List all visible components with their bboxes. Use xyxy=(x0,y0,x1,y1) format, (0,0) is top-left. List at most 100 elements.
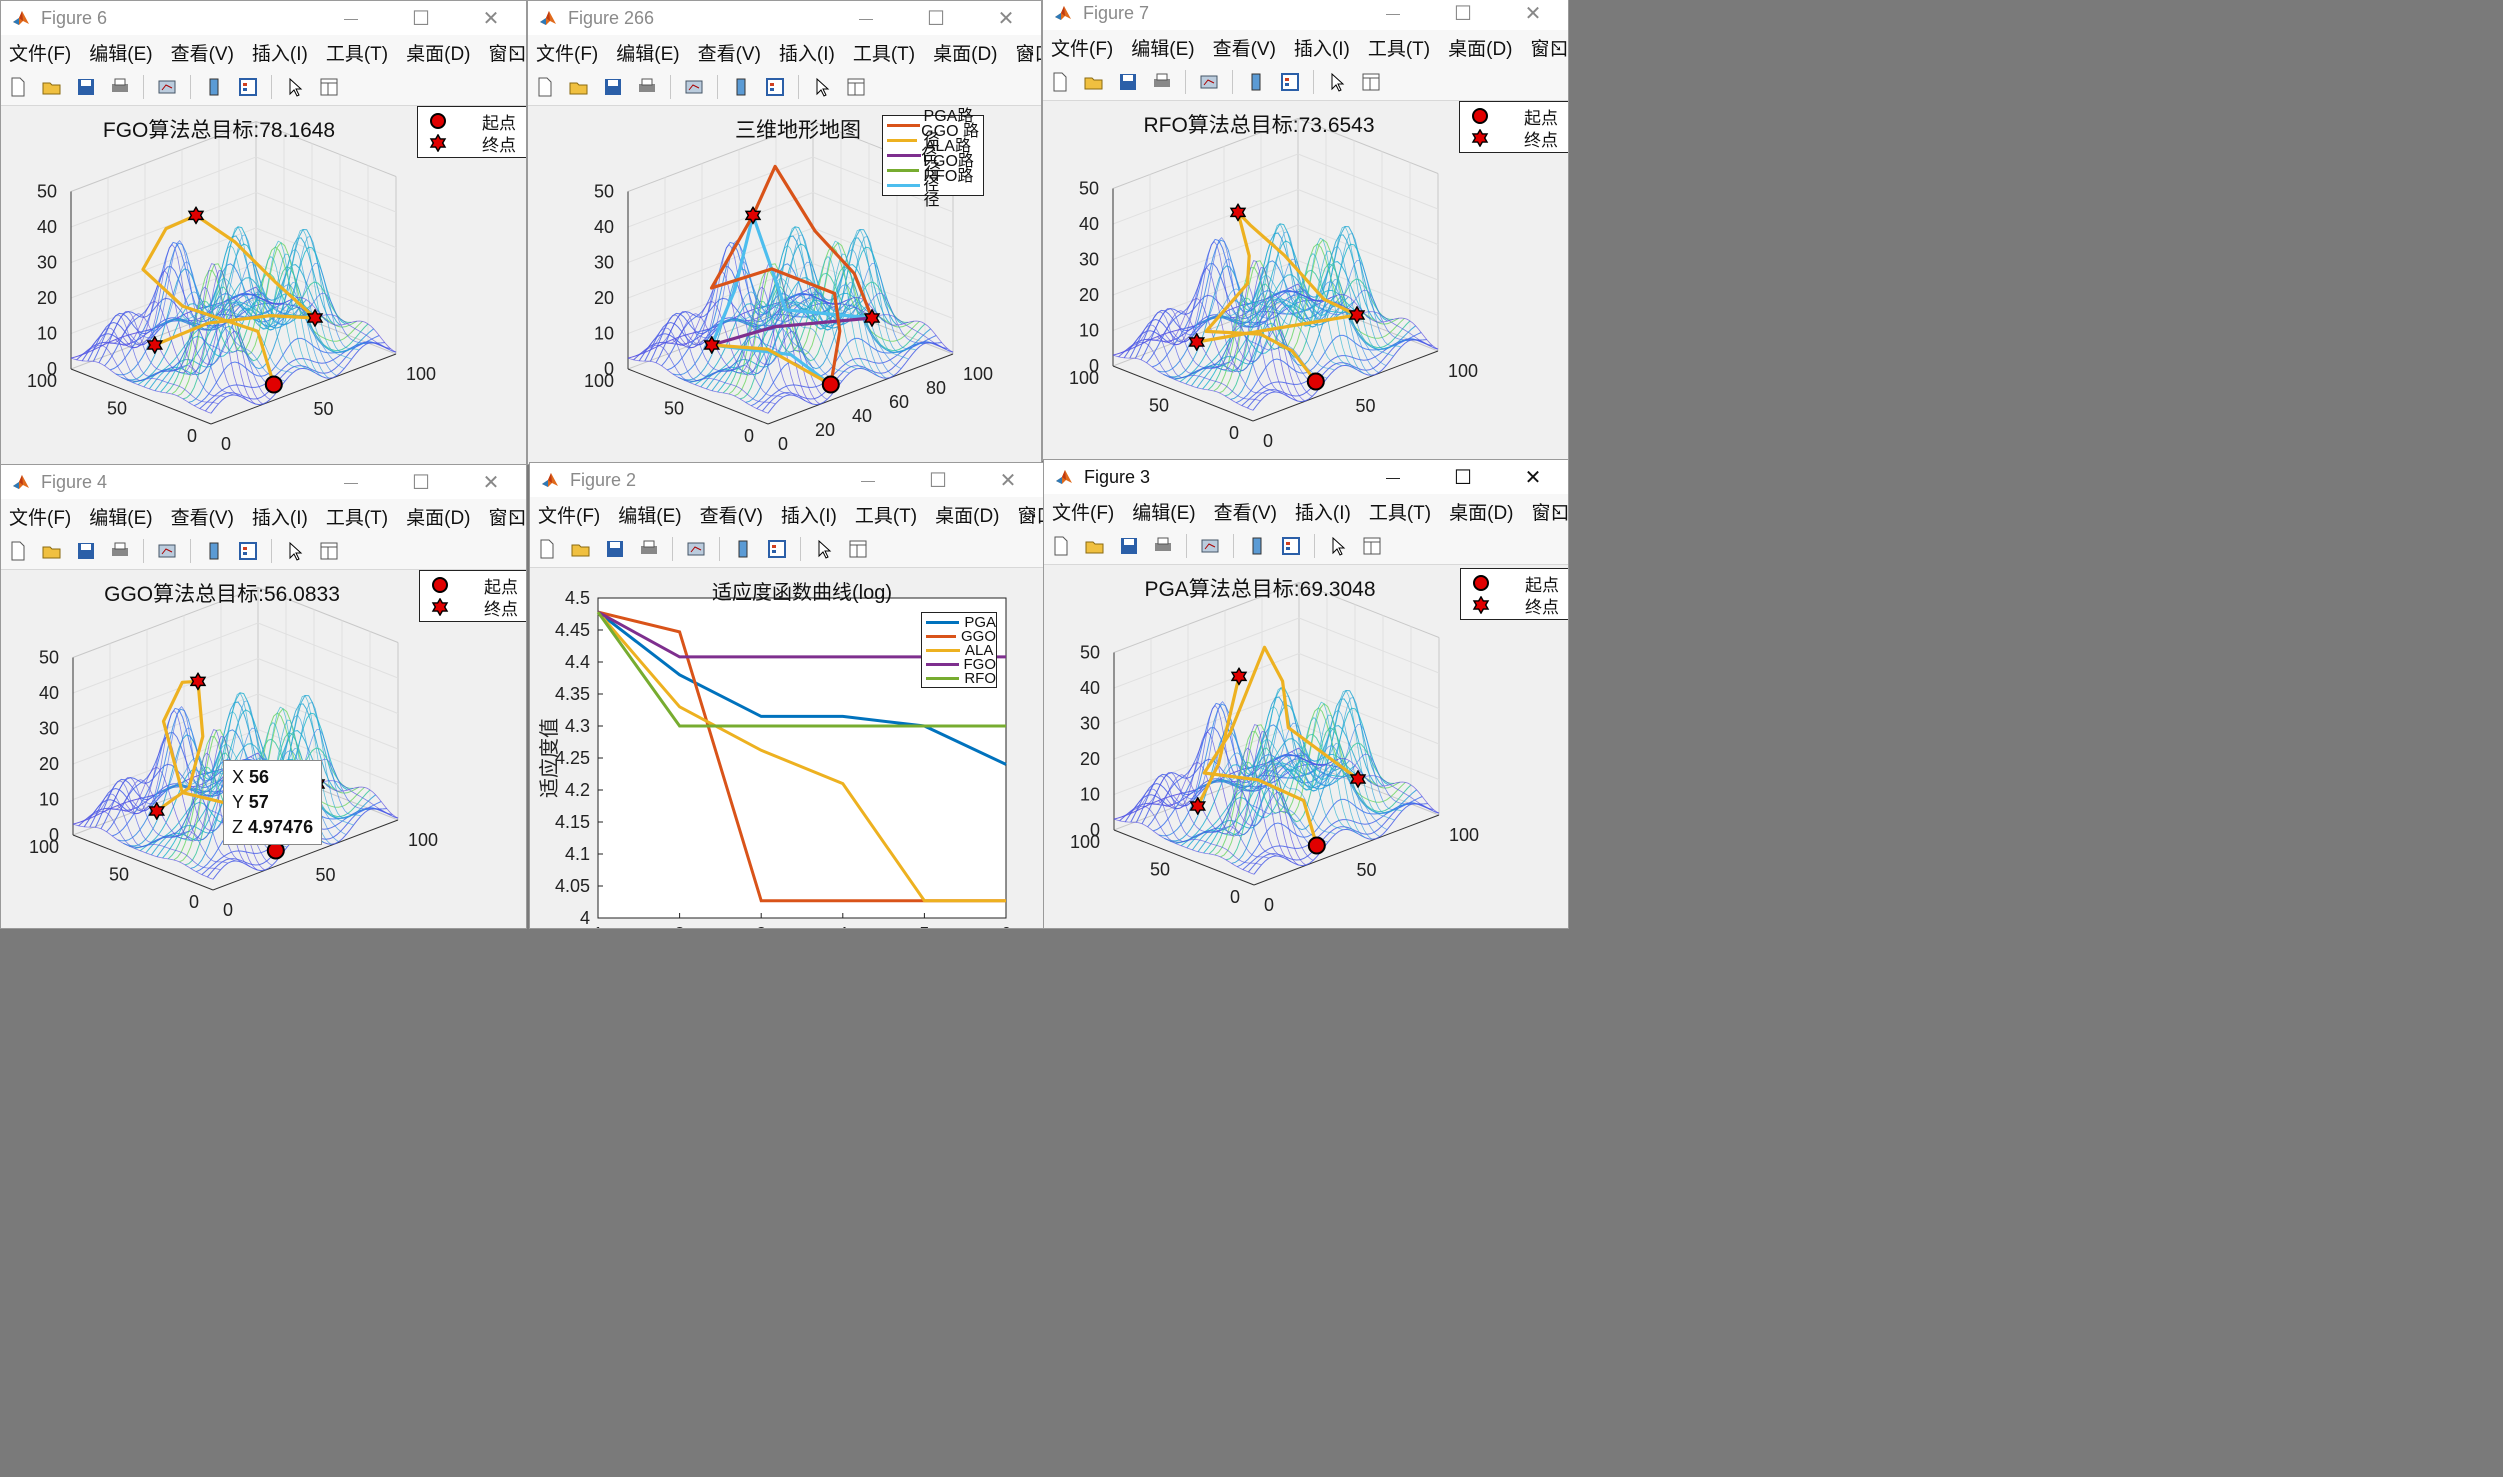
property-editor-icon[interactable] xyxy=(1361,535,1383,557)
open-file-icon[interactable] xyxy=(570,538,592,560)
save-icon[interactable] xyxy=(604,538,626,560)
new-file-icon[interactable] xyxy=(534,76,556,98)
print-icon[interactable] xyxy=(1152,535,1174,557)
terrain-axes[interactable]: 0 10 20 30 40 50 100 50 0 0 50 100 xyxy=(1,570,526,929)
menu-item[interactable]: 窗口(W) xyxy=(1015,43,1041,65)
menu-item[interactable]: 文件(F) xyxy=(536,43,599,65)
menu-item[interactable]: 桌面(D) xyxy=(1448,38,1513,60)
terrain-axes[interactable]: 0 10 20 30 40 50 100 50 0 0 50 100 xyxy=(1044,565,1568,929)
menu-item[interactable]: 插入(I) xyxy=(1293,38,1350,60)
menu-item[interactable]: 窗口(W) xyxy=(488,507,527,529)
colorbar-icon[interactable] xyxy=(203,76,225,98)
maximize-button[interactable]: ☐ xyxy=(412,7,430,30)
new-file-icon[interactable] xyxy=(7,76,29,98)
figure-7-window[interactable]: Figure 7 — ☐ ✕ 文件(F) 编辑(E) 查看(V) 插入(I) 工具(T) 桌面(D… xyxy=(1042,0,1569,461)
print-icon[interactable] xyxy=(109,540,131,562)
print-icon[interactable] xyxy=(638,538,660,560)
menu-item[interactable]: 窗口(W) xyxy=(1530,38,1569,60)
property-editor-icon[interactable] xyxy=(318,540,340,562)
maximize-button[interactable]: ☐ xyxy=(1454,466,1472,489)
maximize-button[interactable]: ☐ xyxy=(929,469,947,492)
menu-item[interactable]: 编辑(E) xyxy=(89,507,153,529)
title-bar[interactable]: Figure 266 — ☐ ✕ xyxy=(528,1,1041,35)
figure-3-window[interactable]: Figure 3 — ☐ ✕ 文件(F) 编辑(E) 查看(V) 插入(I) 工具(T) 桌面(D… xyxy=(1043,459,1569,929)
menu-item[interactable]: 工具(T) xyxy=(1368,502,1432,524)
close-button[interactable]: ✕ xyxy=(997,7,1015,30)
plot-area[interactable]: RFO算法总目标:73.6543 0 10 20 30 40 50 100 50 0 0 50 100 起… xyxy=(1043,101,1568,461)
menu-item[interactable]: 插入(I) xyxy=(1294,502,1351,524)
minimize-button[interactable]: — xyxy=(1386,5,1400,21)
menu-item[interactable]: 编辑(E) xyxy=(1131,38,1195,60)
minimize-button[interactable]: — xyxy=(861,472,875,488)
open-file-icon[interactable] xyxy=(1083,71,1105,93)
maximize-button[interactable]: ☐ xyxy=(927,7,945,30)
property-editor-icon[interactable] xyxy=(318,76,340,98)
plot-area[interactable]: FGO算法总目标:78.1648 0 10 20 30 40 50 100 50 0 0 50 100 起… xyxy=(1,106,526,464)
maximize-button[interactable]: ☐ xyxy=(412,471,430,494)
plot-area[interactable]: GGO算法总目标:56.0833 0 10 20 30 40 50 100 50 0 0 50 100 起… xyxy=(1,570,526,929)
legend-icon[interactable] xyxy=(1279,71,1301,93)
menu-item[interactable]: 编辑(E) xyxy=(89,43,153,65)
legend-icon[interactable] xyxy=(766,538,788,560)
menu-item[interactable]: 文件(F) xyxy=(538,505,601,527)
menu-item[interactable]: 桌面(D) xyxy=(406,507,471,529)
menu-item[interactable]: 文件(F) xyxy=(9,507,72,529)
title-bar[interactable]: Figure 7 — ☐ ✕ xyxy=(1043,0,1568,30)
toolbar-toggle-icon[interactable]: ➘ xyxy=(1551,504,1562,518)
menu-item[interactable]: 查看(V) xyxy=(699,505,763,527)
plot-area[interactable]: PGA算法总目标:69.3048 0 10 20 30 40 50 100 50 0 0 50 100 起… xyxy=(1044,565,1568,929)
title-bar[interactable]: Figure 4 — ☐ ✕ xyxy=(1,465,526,499)
pointer-icon[interactable] xyxy=(813,538,835,560)
close-button[interactable]: ✕ xyxy=(1524,2,1542,25)
pointer-icon[interactable] xyxy=(1326,71,1348,93)
legend-icon[interactable] xyxy=(1280,535,1302,557)
menu-item[interactable]: 查看(V) xyxy=(170,43,234,65)
menu-item[interactable]: 工具(T) xyxy=(325,43,389,65)
new-file-icon[interactable] xyxy=(1050,535,1072,557)
save-icon[interactable] xyxy=(1118,535,1140,557)
minimize-button[interactable]: — xyxy=(344,474,358,490)
data-tip[interactable]: X 56 Y 57 Z 4.97476 xyxy=(223,760,323,845)
pointer-icon[interactable] xyxy=(284,76,306,98)
toolbar-toggle-icon[interactable]: ➘ xyxy=(1024,45,1035,59)
close-button[interactable]: ✕ xyxy=(1524,466,1542,489)
path-legend[interactable]: PGA路径 GGO 路径 ALA路径 FGO路径 RFO路径 xyxy=(882,108,984,209)
pointer-icon[interactable] xyxy=(811,76,833,98)
colorbar-icon[interactable] xyxy=(1245,71,1267,93)
legend[interactable]: 起点 终点 xyxy=(419,570,526,622)
property-editor-icon[interactable] xyxy=(845,76,867,98)
open-file-icon[interactable] xyxy=(41,540,63,562)
menu-item[interactable]: 桌面(D) xyxy=(935,505,1000,527)
title-bar[interactable]: Figure 6 — ☐ ✕ xyxy=(1,1,526,35)
minimize-button[interactable]: — xyxy=(1386,469,1400,485)
menu-item[interactable]: 桌面(D) xyxy=(406,43,471,65)
save-icon[interactable] xyxy=(75,540,97,562)
colorbar-icon[interactable] xyxy=(732,538,754,560)
link-plot-icon[interactable] xyxy=(156,540,178,562)
legend[interactable]: 起点 终点 xyxy=(1460,568,1568,620)
title-bar[interactable]: Figure 3 — ☐ ✕ xyxy=(1044,460,1568,494)
legend[interactable]: 起点 终点 xyxy=(417,106,526,158)
menu-item[interactable]: 窗口(W) xyxy=(488,43,527,65)
menu-item[interactable]: 文件(F) xyxy=(1051,38,1114,60)
save-icon[interactable] xyxy=(1117,71,1139,93)
minimize-button[interactable]: — xyxy=(859,10,873,26)
menu-item[interactable]: 查看(V) xyxy=(1212,38,1276,60)
figure-4-window[interactable]: Figure 4 — ☐ ✕ 文件(F) 编辑(E) 查看(V) 插入(I) 工具(T) 桌面(D… xyxy=(0,464,527,929)
open-file-icon[interactable] xyxy=(41,76,63,98)
link-plot-icon[interactable] xyxy=(685,538,707,560)
legend[interactable]: 起点 终点 xyxy=(1459,101,1568,153)
plot-area[interactable]: 适应度函数曲线(log) 4 4.05 4.1 4.15 4.2 4.25 4.3 4.35 4.… xyxy=(530,568,1043,928)
menu-item[interactable]: 文件(F) xyxy=(9,43,72,65)
toolbar-toggle-icon[interactable]: ➘ xyxy=(509,45,520,59)
pointer-icon[interactable] xyxy=(1327,535,1349,557)
link-plot-icon[interactable] xyxy=(1199,535,1221,557)
terrain-axes[interactable]: 0 10 20 30 40 50 100 50 0 0 50 100 xyxy=(1043,101,1568,461)
plot-area[interactable]: 三维地形地图 0 10 20 30 40 50 100 50 0 0 20 40 60 80 100 PGA路径… xyxy=(528,106,1041,464)
toolbar-toggle-icon[interactable]: ➘ xyxy=(509,509,520,523)
new-file-icon[interactable] xyxy=(7,540,29,562)
colorbar-icon[interactable] xyxy=(203,540,225,562)
minimize-button[interactable]: — xyxy=(344,10,358,26)
menu-item[interactable]: 桌面(D) xyxy=(1449,502,1514,524)
link-plot-icon[interactable] xyxy=(683,76,705,98)
